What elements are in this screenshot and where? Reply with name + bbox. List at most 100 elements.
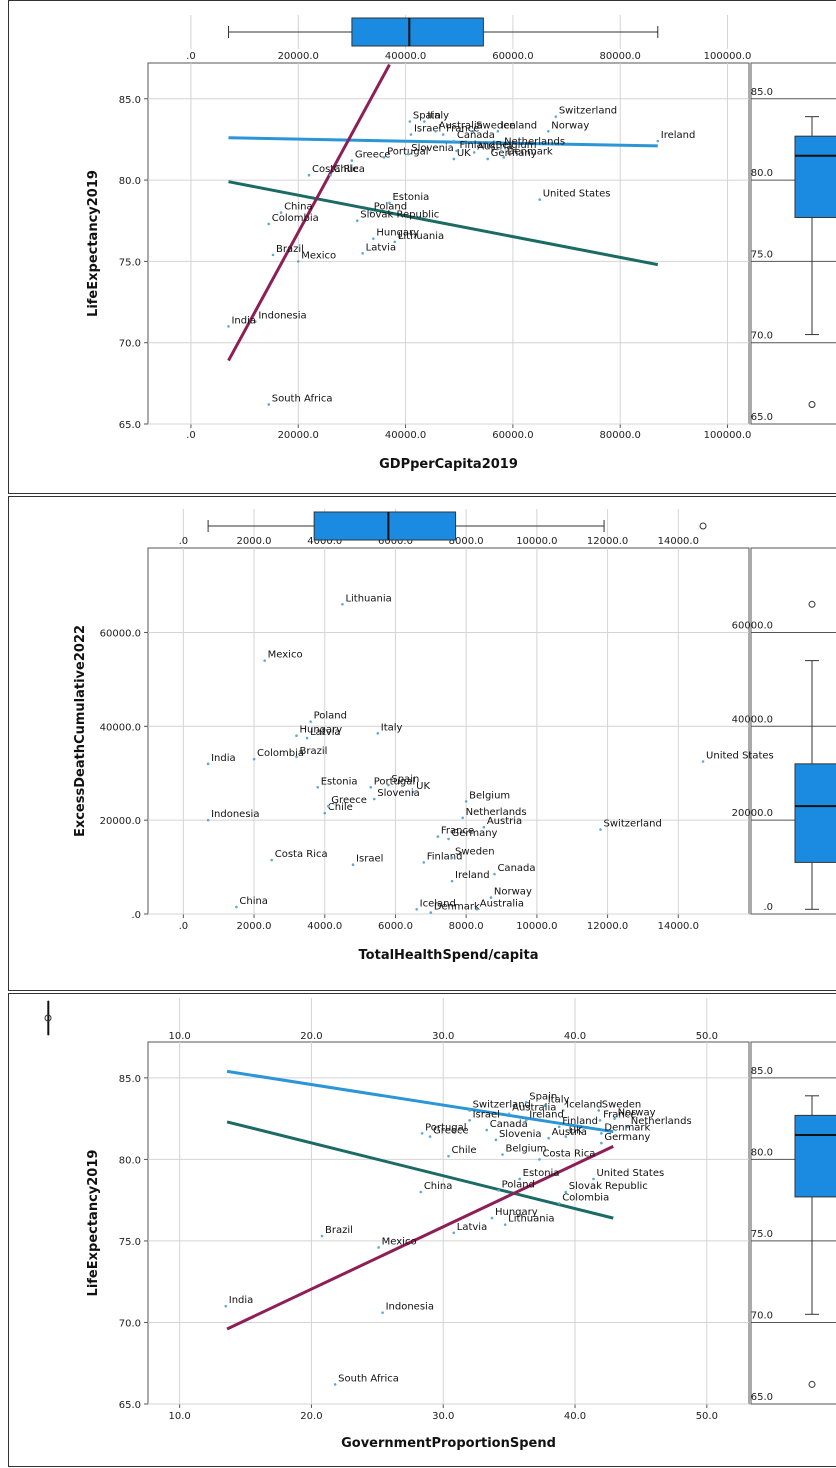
data-point [555,115,558,118]
point-label: Belgium [506,1144,547,1155]
x-tick-label: 2000.0 [237,921,272,932]
data-point [334,1383,337,1386]
x-tick-label-top: 40000.0 [385,51,426,62]
data-point [309,720,312,723]
point-label: United States [596,1168,664,1179]
data-point [486,158,489,161]
x-tick-label: 4000.0 [307,921,342,932]
y-tick-label: 70.0 [119,339,141,350]
data-point [453,140,456,143]
data-point [455,150,458,153]
point-label: Greece [331,795,367,806]
data-point [493,873,496,876]
point-label: Iceland [566,1099,602,1110]
side-tick-label: 70.0 [751,1310,773,1321]
data-point [321,1235,324,1238]
side-tick-label: 80.0 [751,168,773,179]
x-axis-title: TotalHealthSpend/capita [359,948,539,963]
y-tick-label: 60000.0 [100,628,141,639]
point-label: Israel [356,854,383,865]
side-tick-label: 20000.0 [732,808,773,819]
data-point [323,812,326,815]
data-point [504,1223,507,1226]
side-boxplot-box [795,764,836,863]
data-point [497,130,500,133]
y-tick-label: 40000.0 [100,722,141,733]
point-label: Ireland [661,130,696,141]
point-label: Canada [497,863,535,874]
y-tick-label: 65.0 [119,420,141,431]
chart-gov-spend-svg: 10.010.020.020.030.030.040.040.050.050.0… [9,994,836,1468]
point-label: Lithuania [345,593,391,604]
data-point [434,130,437,133]
point-label: United States [706,751,774,762]
data-point [491,1217,494,1220]
point-label: South Africa [272,393,333,404]
top-boxplot-outlier [700,523,706,529]
side-boxplot-outlier [809,401,815,407]
top-boxplot-box [352,18,483,46]
point-label: Norway [494,887,532,898]
side-boxplot-outlier [809,601,815,607]
point-label: Lithuania [508,1214,554,1225]
point-label: Portugal [374,776,415,787]
data-point [421,1132,424,1135]
data-point [235,906,238,909]
data-point [327,805,330,808]
chart-health-spend-svg: .0.02000.02000.04000.04000.06000.06000.0… [9,497,836,992]
data-point [341,603,344,606]
x-tick-label: 50.0 [696,1411,718,1422]
y-axis-title: LifeExpectancy2019 [86,1150,101,1297]
data-point [383,156,386,159]
data-point [224,1305,227,1308]
point-label: Brazil [276,244,304,255]
point-label: Norway [551,120,589,131]
data-point [263,659,266,662]
point-label: China [424,1181,453,1192]
point-label: Slovenia [499,1129,542,1140]
data-point [600,1132,603,1135]
data-point [267,403,270,406]
y-axis-title: ExcessDeathCumulative2022 [73,625,88,837]
top-boxplot-box [314,512,455,540]
data-point [597,1109,600,1112]
point-label: India [231,315,256,326]
data-point [702,760,705,763]
data-point [497,1189,500,1192]
point-label: Slovak Republic [360,210,439,221]
point-label: Latvia [366,242,396,253]
x-tick-label: 100000.0 [704,430,752,441]
point-label: Mexico [301,250,336,261]
data-point [473,151,476,154]
data-point [475,908,478,911]
side-tick-label: 75.0 [751,249,773,260]
data-point [592,1178,595,1181]
point-label: Finland [460,140,496,151]
data-point [295,734,298,737]
data-point [452,1231,455,1234]
y-tick-label: 85.0 [119,95,141,106]
data-point [599,828,602,831]
point-label: Costa Rica [542,1148,595,1159]
x-tick-label-top: 10000.0 [516,536,557,547]
point-label: South Africa [338,1373,399,1384]
point-label: Germany [491,148,537,159]
data-point [656,140,659,143]
point-label: Belgium [469,790,510,801]
point-label: Slovak Republic [569,1181,648,1192]
point-label: Colombia [272,213,319,224]
data-point [356,219,359,222]
side-tick-label: 80.0 [751,1147,773,1158]
point-label: Slovenia [377,788,420,799]
point-label: Greece [355,150,391,161]
x-tick-label-top: .0 [179,536,189,547]
x-axis-title: GDPperCapita2019 [379,457,518,472]
data-point [538,198,541,201]
x-tick-label-top: .0 [186,51,196,62]
data-point [437,835,440,838]
x-tick-label-top: 100000.0 [704,51,752,62]
x-tick-label: 20000.0 [278,430,319,441]
point-label: Costa Rica [312,164,365,175]
point-label: Portugal [425,1122,466,1133]
x-tick-label-top: 2000.0 [237,536,272,547]
